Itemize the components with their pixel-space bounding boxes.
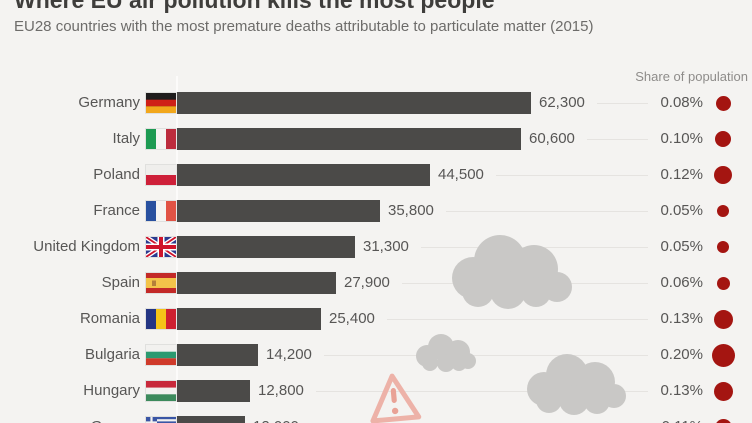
page-title: Where EU air pollution kills the most pe… [14, 0, 495, 13]
country-label: France [93, 202, 140, 219]
deaths-bar [177, 272, 336, 294]
deaths-value: 12,800 [258, 382, 304, 399]
share-value: 0.05% [660, 202, 703, 219]
share-value: 0.12% [660, 166, 703, 183]
leader-line [597, 103, 648, 104]
cloud-icon [446, 233, 573, 310]
share-value: 0.06% [660, 274, 703, 291]
deaths-value: 12,000 [253, 409, 299, 423]
country-label: Hungary [83, 382, 140, 399]
leader-line [387, 319, 648, 320]
greece-flag-icon [145, 416, 177, 423]
bulgaria-flag-icon [145, 344, 177, 366]
deaths-value: 44,500 [438, 166, 484, 183]
warning-triangle-icon [364, 369, 424, 423]
cloud-icon [413, 332, 478, 373]
country-label: United Kingdom [33, 238, 140, 255]
country-label: Spain [101, 274, 140, 291]
chart-row: Romania 25,400 0.13% [0, 301, 752, 337]
uk-flag-icon [145, 236, 177, 258]
share-value: 0.11% [620, 409, 703, 423]
share-value: 0.08% [660, 94, 703, 111]
leader-line [316, 391, 648, 392]
chart-row: Bulgaria 14,200 0.20% [0, 337, 752, 373]
chart-rows: Germany 62,300 0.08% Italy 60,600 0.10% Poland… [0, 85, 752, 423]
spain-flag-icon [145, 272, 177, 294]
leader-line [587, 139, 648, 140]
chart-row: Greece 12,000 0.11% [0, 409, 752, 423]
deaths-bar [177, 344, 258, 366]
hungary-flag-icon [145, 380, 177, 402]
share-dot [713, 309, 733, 329]
cloud-icon [522, 352, 627, 415]
share-value: 0.13% [660, 310, 703, 327]
leader-line [446, 211, 648, 212]
share-dot [716, 276, 730, 290]
share-dot [713, 381, 733, 401]
germany-flag-icon [145, 92, 177, 114]
deaths-value: 35,800 [388, 202, 434, 219]
country-label: Romania [79, 310, 140, 327]
deaths-value: 31,300 [363, 238, 409, 255]
chart-row: Spain 27,900 0.06% [0, 265, 752, 301]
deaths-value: 14,200 [266, 346, 312, 363]
france-flag-icon [145, 200, 177, 222]
deaths-bar [177, 164, 430, 186]
share-column-header: Share of population [635, 69, 748, 84]
deaths-bar [177, 200, 380, 222]
deaths-value: 25,400 [329, 310, 375, 327]
share-dot [714, 418, 732, 423]
deaths-bar [177, 308, 321, 330]
poland-flag-icon [145, 164, 177, 186]
share-dot [715, 131, 731, 147]
leader-line [496, 175, 648, 176]
share-dot [711, 343, 735, 367]
deaths-bar [177, 128, 521, 150]
share-value: 0.10% [660, 130, 703, 147]
deaths-bar [177, 92, 531, 114]
deaths-value: 60,600 [529, 130, 575, 147]
deaths-value: 27,900 [344, 274, 390, 291]
share-value: 0.05% [660, 238, 703, 255]
share-dot [717, 241, 729, 253]
chart-row: United Kingdom 31,300 0.05% [0, 229, 752, 265]
share-value: 0.20% [660, 346, 703, 363]
romania-flag-icon [145, 308, 177, 330]
page-subtitle: EU28 countries with the most premature d… [14, 18, 594, 35]
leader-line [324, 355, 648, 356]
deaths-bar [177, 416, 245, 423]
share-value: 0.13% [660, 382, 703, 399]
chart-row: Poland 44,500 0.12% [0, 157, 752, 193]
country-label: Germany [78, 94, 140, 111]
share-dot [717, 205, 729, 217]
country-label: Poland [93, 166, 140, 183]
chart-row: Italy 60,600 0.10% [0, 121, 752, 157]
chart-row: France 35,800 0.05% [0, 193, 752, 229]
deaths-bar [177, 380, 250, 402]
share-dot [715, 95, 731, 111]
country-label: Greece [0, 409, 140, 423]
country-label: Italy [112, 130, 140, 147]
country-label: Bulgaria [84, 346, 140, 363]
italy-flag-icon [145, 128, 177, 150]
chart-row: Germany 62,300 0.08% [0, 85, 752, 121]
deaths-bar [177, 236, 355, 258]
share-dot [714, 166, 732, 184]
deaths-value: 62,300 [539, 94, 585, 111]
chart-row: Hungary 12,800 0.13% [0, 373, 752, 409]
